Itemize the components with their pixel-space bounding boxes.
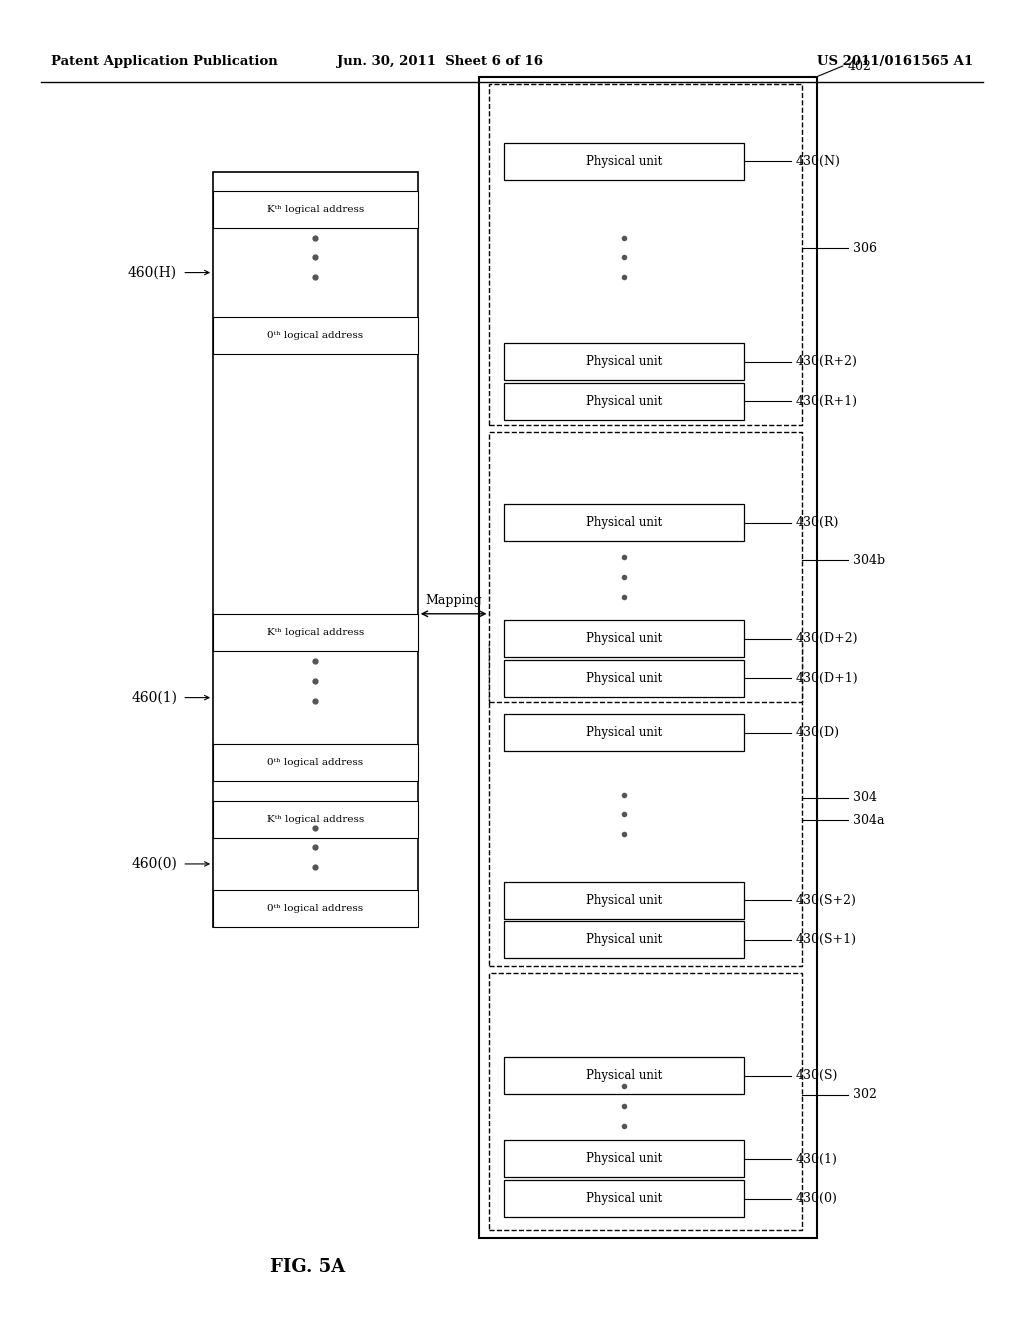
Text: Patent Application Publication: Patent Application Publication [51,55,278,69]
Bar [489,643,802,966]
Text: Physical unit: Physical unit [586,1192,663,1205]
Text: 430(D+1): 430(D+1) [796,672,858,685]
Text: 402: 402 [848,59,871,73]
Bar [504,714,744,751]
Text: 460(0): 460(0) [131,857,177,871]
Text: 460(1): 460(1) [131,690,177,705]
Text: 430(D): 430(D) [796,726,840,739]
Bar [213,890,418,927]
Bar [213,191,418,228]
Text: 430(R): 430(R) [796,516,839,529]
Text: 430(S+1): 430(S+1) [796,933,857,946]
Text: 430(R+1): 430(R+1) [796,395,858,408]
Text: Kᵗʰ logical address: Kᵗʰ logical address [267,628,364,636]
Text: 304b: 304b [853,554,885,566]
Text: Physical unit: Physical unit [586,672,663,685]
Text: 304a: 304a [853,814,885,826]
Text: Mapping: Mapping [425,594,482,607]
Bar [504,1057,744,1094]
Text: 0ᵗʰ logical address: 0ᵗʰ logical address [267,904,364,912]
Text: US 2011/0161565 A1: US 2011/0161565 A1 [817,55,973,69]
Text: 0ᵗʰ logical address: 0ᵗʰ logical address [267,331,364,339]
Text: FIG. 5A: FIG. 5A [269,1258,345,1276]
Text: 460(H): 460(H) [128,265,177,280]
Bar [504,504,744,541]
Bar [213,317,418,354]
Bar [504,882,744,919]
Bar [213,801,418,838]
Text: Physical unit: Physical unit [586,154,663,168]
Text: Kᵗʰ logical address: Kᵗʰ logical address [267,816,364,824]
Text: Physical unit: Physical unit [586,726,663,739]
Text: 430(S+2): 430(S+2) [796,894,856,907]
Text: 302: 302 [853,1089,877,1101]
Text: 430(S): 430(S) [796,1069,838,1082]
Text: Physical unit: Physical unit [586,1152,663,1166]
Bar [504,921,744,958]
Bar [504,620,744,657]
Bar [504,143,744,180]
Text: 430(1): 430(1) [796,1152,838,1166]
Text: Physical unit: Physical unit [586,894,663,907]
Bar [489,84,802,425]
Text: Physical unit: Physical unit [586,933,663,946]
Text: Physical unit: Physical unit [586,516,663,529]
Text: 430(D+2): 430(D+2) [796,632,858,645]
Text: 430(N): 430(N) [796,154,841,168]
Text: 306: 306 [853,242,877,255]
Bar [479,77,817,1238]
Text: Physical unit: Physical unit [586,632,663,645]
Text: 430(R+2): 430(R+2) [796,355,857,368]
Text: Physical unit: Physical unit [586,395,663,408]
Bar [213,172,418,927]
Text: Physical unit: Physical unit [586,355,663,368]
Bar [213,744,418,781]
Bar [504,1180,744,1217]
Text: Kᵗʰ logical address: Kᵗʰ logical address [267,206,364,214]
Text: 304: 304 [853,792,877,804]
Text: Physical unit: Physical unit [586,1069,663,1082]
Text: 430(0): 430(0) [796,1192,838,1205]
Bar [489,432,802,702]
Bar [489,973,802,1230]
Text: Jun. 30, 2011  Sheet 6 of 16: Jun. 30, 2011 Sheet 6 of 16 [337,55,544,69]
Bar [504,343,744,380]
Bar [504,383,744,420]
Bar [504,1140,744,1177]
Bar [213,614,418,651]
Text: 0ᵗʰ logical address: 0ᵗʰ logical address [267,759,364,767]
Bar [504,660,744,697]
